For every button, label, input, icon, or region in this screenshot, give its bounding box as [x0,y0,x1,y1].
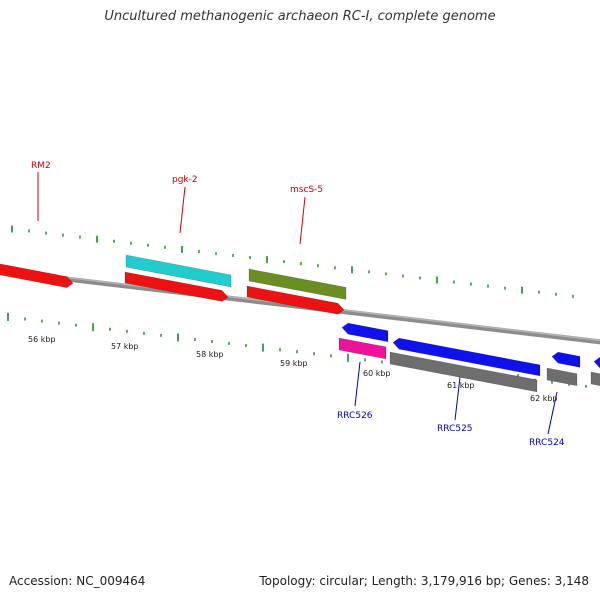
gene-rrc524-cds[interactable] [551,351,581,368]
gene-next-cds[interactable] [593,356,600,370]
scale-label-62kbp: 62 kbp [530,394,558,403]
gene-label-rrc525[interactable]: RRC525 [437,424,473,434]
gene-mscS-5[interactable] [248,268,347,300]
label-leader-pgk-2 [179,186,186,234]
gene-labels: RM2 pgk-2 mscS-5 RRC526 RRC525 RRC524 [31,161,565,448]
gene-label-mscS-5[interactable]: mscS-5 [290,185,323,195]
scale-label-57kbp: 57 kbp [111,342,139,351]
gene-rrc526-cds[interactable] [341,322,389,343]
gene-features [0,254,600,393]
gene-rrc526[interactable] [338,337,387,360]
gene-red-arrow[interactable] [0,262,74,288]
label-leader-rrc525 [454,376,461,421]
scale-label-59kbp: 59 kbp [280,359,308,368]
gene-label-rm2[interactable]: RM2 [31,161,51,171]
gene-pgk-2-cds[interactable] [124,271,229,302]
accession-label: Accession: NC_009464 [9,574,146,588]
scale-label-56kbp: 56 kbp [28,335,56,344]
gene-rrc524[interactable] [546,367,578,387]
gene-rrc525[interactable] [389,351,538,393]
gene-pgk-2[interactable] [125,254,232,288]
scale-label-58kbp: 58 kbp [196,350,224,359]
scale-label-60kbp: 60 kbp [363,369,391,378]
genome-summary: Topology: circular; Length: 3,179,916 bp… [259,574,589,588]
scale-labels: 56 kbp 57 kbp 58 kbp 59 kbp 60 kbp 61 kb… [28,335,558,403]
gene-next[interactable] [590,371,600,388]
label-leader-rrc526 [354,361,361,407]
label-leader-rrc524 [547,391,558,435]
gene-label-rrc524[interactable]: RRC524 [529,438,565,448]
gene-label-rrc526[interactable]: RRC526 [337,411,373,421]
gene-rrc525-cds[interactable] [392,337,541,377]
label-leader-mscS-5 [299,196,306,245]
scale-label-61kbp: 61 kbp [447,381,475,390]
genome-title: Uncultured methanogenic archaeon RC-I, c… [104,9,496,24]
gene-mscS-5-cds[interactable] [246,285,345,315]
gene-label-pgk-2[interactable]: pgk-2 [172,175,198,185]
